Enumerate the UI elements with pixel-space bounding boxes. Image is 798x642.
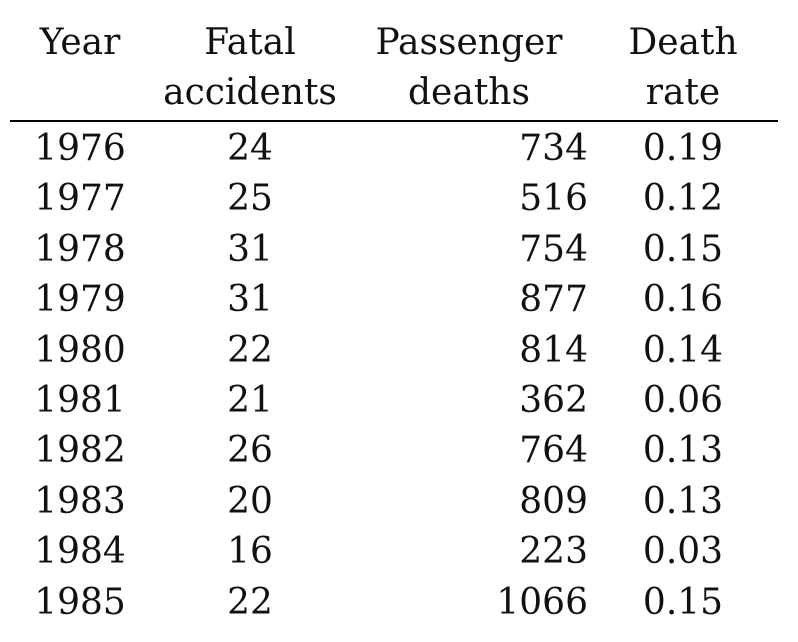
cell-death-rate: 0.16 (642, 279, 724, 321)
cell-fatal-accidents: 26 (227, 430, 273, 472)
table-body: 1976 24 734 0.19 1977 25 516 0.12 1978 31 754 0.15 1… (10, 121, 778, 628)
cell-passenger-deaths-container: 223 (350, 527, 588, 577)
cell-year: 1981 (34, 380, 126, 422)
cell-death-rate: 0.03 (642, 531, 724, 573)
header-rate-line2: rate (588, 68, 778, 122)
table-row: 1982 26 764 0.13 (10, 426, 778, 476)
cell-passenger-deaths: 734 (519, 128, 588, 169)
cell-passenger-deaths: 814 (519, 329, 588, 371)
cell-passenger-deaths-container: 362 (350, 376, 588, 426)
data-table: Year Fatal Passenger Death accidents dea… (10, 18, 778, 628)
cell-passenger-deaths: 764 (519, 430, 588, 472)
header-fatal-line2: accidents (150, 68, 350, 122)
cell-death-rate: 0.12 (642, 178, 724, 220)
cell-year: 1977 (34, 178, 126, 220)
cell-year: 1982 (34, 430, 126, 472)
header-year: Year (39, 22, 121, 63)
cell-passenger-deaths-container: 1066 (350, 578, 588, 628)
cell-passenger-deaths: 877 (519, 279, 588, 321)
cell-passenger-deaths: 362 (519, 380, 588, 422)
cell-year: 1979 (34, 279, 126, 321)
cell-fatal-accidents: 31 (227, 228, 273, 270)
cell-passenger-deaths-container: 814 (350, 326, 588, 376)
table-row: 1978 31 754 0.15 (10, 225, 778, 275)
table-row: 1985 22 1066 0.15 (10, 578, 778, 628)
header-deaths-line1: Passenger (375, 22, 563, 63)
cell-fatal-accidents: 24 (227, 128, 273, 169)
cell-year: 1985 (34, 581, 126, 623)
cell-passenger-deaths-container: 764 (350, 426, 588, 476)
cell-death-rate: 0.14 (642, 329, 724, 371)
table-header: Year Fatal Passenger Death accidents dea… (10, 18, 778, 122)
cell-fatal-accidents: 31 (227, 279, 273, 321)
cell-death-rate: 0.13 (642, 430, 724, 472)
header-deaths-line2: deaths (350, 68, 588, 122)
table-row: 1976 24 734 0.19 (10, 121, 778, 174)
table-row: 1980 22 814 0.14 (10, 326, 778, 376)
cell-year: 1976 (34, 128, 126, 169)
cell-passenger-deaths-container: 877 (350, 275, 588, 325)
table-row: 1979 31 877 0.16 (10, 275, 778, 325)
cell-year: 1978 (34, 228, 126, 270)
cell-passenger-deaths: 223 (519, 531, 588, 573)
cell-death-rate: 0.15 (642, 228, 724, 270)
cell-passenger-deaths-container: 734 (350, 121, 588, 174)
table-row: 1977 25 516 0.12 (10, 174, 778, 224)
cell-fatal-accidents: 22 (227, 329, 273, 371)
cell-passenger-deaths: 809 (519, 480, 588, 522)
table-row: 1983 20 809 0.13 (10, 477, 778, 527)
cell-death-rate: 0.19 (642, 128, 724, 169)
header-year-line2 (10, 68, 150, 122)
cell-year: 1983 (34, 480, 126, 522)
cell-death-rate: 0.06 (642, 380, 724, 422)
cell-passenger-deaths: 516 (519, 178, 588, 220)
cell-fatal-accidents: 20 (227, 480, 273, 522)
header-row-1: Year Fatal Passenger Death (10, 18, 778, 68)
cell-death-rate: 0.15 (642, 581, 724, 623)
cell-passenger-deaths-container: 754 (350, 225, 588, 275)
cell-year: 1980 (34, 329, 126, 371)
cell-death-rate: 0.13 (642, 480, 724, 522)
cell-year: 1984 (34, 531, 126, 573)
table-row: 1984 16 223 0.03 (10, 527, 778, 577)
table-row: 1981 21 362 0.06 (10, 376, 778, 426)
header-row-2: accidents deaths rate (10, 68, 778, 122)
cell-fatal-accidents: 22 (227, 581, 273, 623)
cell-passenger-deaths-container: 516 (350, 174, 588, 224)
cell-fatal-accidents: 21 (227, 380, 273, 422)
cell-fatal-accidents: 25 (227, 178, 273, 220)
cell-fatal-accidents: 16 (227, 531, 273, 573)
header-fatal-line1: Fatal (204, 22, 296, 63)
cell-passenger-deaths: 754 (519, 228, 588, 270)
header-rate-line1: Death (628, 22, 738, 63)
cell-passenger-deaths-container: 809 (350, 477, 588, 527)
cell-passenger-deaths: 1066 (496, 581, 588, 623)
